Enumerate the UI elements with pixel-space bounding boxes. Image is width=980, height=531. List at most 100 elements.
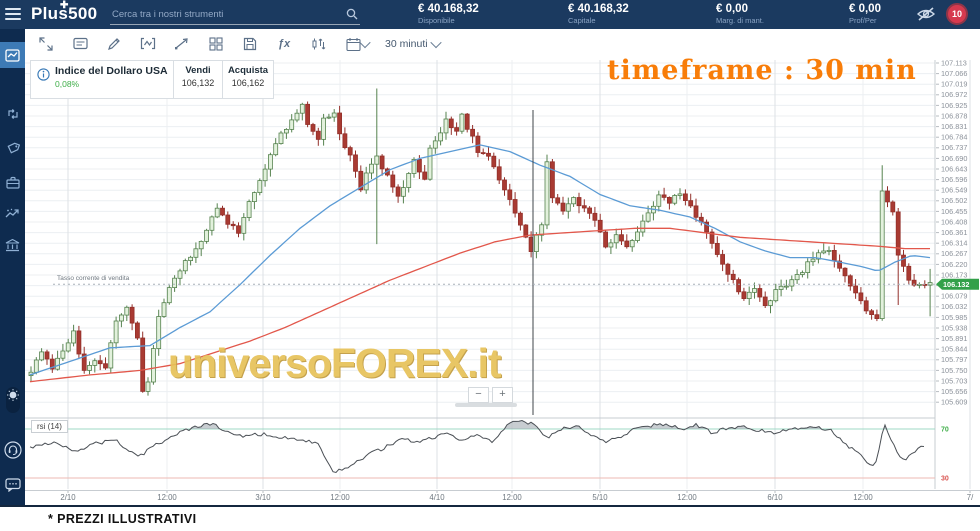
sidebar-item-movers[interactable] bbox=[0, 201, 25, 227]
chart-toolbar: ƒx 30 minuti bbox=[25, 29, 980, 58]
indicator-brackets-icon bbox=[140, 37, 156, 50]
current-price-tag: 106.132 bbox=[936, 278, 979, 290]
search-input[interactable] bbox=[110, 5, 340, 20]
svg-text:106.455: 106.455 bbox=[941, 207, 967, 216]
sidebar-item-charts[interactable] bbox=[0, 42, 25, 68]
svg-text:30: 30 bbox=[941, 476, 949, 483]
svg-text:106.690: 106.690 bbox=[941, 154, 967, 163]
timeframe-value: 30 minuti bbox=[385, 37, 428, 50]
annotation-icon bbox=[72, 37, 88, 50]
buy-label: Acquista bbox=[227, 65, 269, 76]
svg-text:12:00: 12:00 bbox=[677, 493, 697, 502]
svg-text:106.132: 106.132 bbox=[943, 280, 969, 289]
sidebar bbox=[0, 29, 25, 507]
collapse-icon bbox=[39, 36, 53, 51]
app-bottom-border bbox=[0, 505, 980, 507]
info-icon[interactable] bbox=[37, 68, 50, 81]
svg-text:70: 70 bbox=[941, 427, 949, 434]
sell-rate-label: Tasso corrente di vendita bbox=[57, 275, 130, 282]
draw-button[interactable] bbox=[101, 33, 127, 55]
sidebar-item-instruments[interactable] bbox=[0, 135, 25, 161]
top-bar: Plus500 ✚ € 40.168,32 Disponibile € 40.1… bbox=[0, 0, 980, 29]
menu-icon[interactable] bbox=[5, 8, 21, 20]
svg-text:106.079: 106.079 bbox=[941, 292, 967, 301]
sidebar-item-trade[interactable] bbox=[0, 101, 25, 127]
chart-type-button[interactable] bbox=[305, 33, 331, 55]
sidebar-item-portfolio[interactable] bbox=[0, 169, 25, 195]
svg-text:12:00: 12:00 bbox=[853, 493, 873, 502]
hide-balance-eye-icon[interactable] bbox=[916, 6, 936, 22]
svg-text:107.066: 107.066 bbox=[941, 69, 967, 78]
fx-button[interactable]: ƒx bbox=[271, 33, 297, 55]
time-axis-divider bbox=[25, 490, 980, 491]
trendline-icon bbox=[175, 38, 188, 50]
annotation-button[interactable] bbox=[67, 33, 93, 55]
notifications-badge[interactable]: 10 bbox=[946, 3, 968, 25]
ma-line bbox=[29, 144, 931, 376]
svg-text:6/10: 6/10 bbox=[767, 493, 783, 502]
collapse-button[interactable] bbox=[33, 33, 59, 55]
logo-text: Plus500 bbox=[31, 4, 98, 23]
svg-text:12:00: 12:00 bbox=[157, 493, 177, 502]
support-button[interactable] bbox=[0, 437, 25, 463]
movers-icon bbox=[5, 208, 19, 218]
sidebar-item-funds[interactable] bbox=[0, 232, 25, 258]
sun-icon bbox=[5, 387, 20, 413]
stat-margin-value: € 0,00 bbox=[716, 3, 748, 15]
save-button[interactable] bbox=[237, 33, 263, 55]
stat-equity: € 40.168,32 Capitale bbox=[568, 3, 629, 25]
rsi-indicator-label: rsi (14) bbox=[31, 420, 68, 433]
buy-button[interactable]: Acquista 106,162 bbox=[222, 61, 273, 98]
svg-text:105.891: 105.891 bbox=[941, 334, 967, 343]
svg-text:106.878: 106.878 bbox=[941, 111, 967, 120]
footer: * PREZZI ILLUSTRATIVI bbox=[0, 507, 980, 531]
trendline-button[interactable] bbox=[169, 33, 195, 55]
timeframe-annotation: timeframe : 30 min bbox=[607, 55, 917, 86]
svg-text:106.549: 106.549 bbox=[941, 186, 967, 195]
chart-icon bbox=[5, 48, 20, 62]
chart-scrollbar[interactable] bbox=[455, 403, 517, 407]
zoom-controls: − + bbox=[468, 387, 513, 403]
svg-text:7/: 7/ bbox=[967, 493, 974, 502]
svg-text:105.985: 105.985 bbox=[941, 313, 967, 322]
layout-grid-icon bbox=[209, 36, 223, 51]
svg-text:3/10: 3/10 bbox=[255, 493, 271, 502]
svg-text:107.019: 107.019 bbox=[941, 80, 967, 89]
stat-available-value: € 40.168,32 bbox=[418, 3, 479, 15]
svg-text:106.972: 106.972 bbox=[941, 90, 967, 99]
svg-text:106.925: 106.925 bbox=[941, 101, 967, 110]
svg-text:105.656: 105.656 bbox=[941, 387, 967, 396]
zoom-out-button[interactable]: − bbox=[468, 387, 489, 403]
illustrative-prices-note: * PREZZI ILLUSTRATIVI bbox=[48, 512, 197, 526]
stat-profit-label: Prof/Per bbox=[849, 16, 877, 25]
svg-text:106.737: 106.737 bbox=[941, 143, 967, 152]
layout-button[interactable] bbox=[203, 33, 229, 55]
svg-text:106.831: 106.831 bbox=[941, 122, 967, 131]
stat-margin: € 0,00 Marg. di mant. bbox=[716, 3, 764, 25]
svg-text:106.220: 106.220 bbox=[941, 260, 967, 269]
chevron-down-icon bbox=[358, 36, 371, 48]
plus500-logo: Plus500 ✚ bbox=[31, 0, 98, 24]
price-chart[interactable]: Tasso corrente di vendita 107.113 107.066 1… bbox=[0, 58, 980, 508]
bank-icon bbox=[5, 238, 20, 251]
svg-text:4/10: 4/10 bbox=[429, 493, 445, 502]
ma-line bbox=[29, 227, 930, 383]
stat-equity-label: Capitale bbox=[568, 16, 596, 25]
instrument-header: Indice del Dollaro USA 0,08% bbox=[31, 61, 173, 98]
fx-icon: ƒx bbox=[277, 37, 291, 50]
zoom-in-button[interactable]: + bbox=[492, 387, 513, 403]
stat-profit-value: € 0,00 bbox=[849, 3, 881, 15]
indicators-button[interactable] bbox=[135, 33, 161, 55]
theme-toggle[interactable] bbox=[0, 385, 25, 415]
svg-text:106.596: 106.596 bbox=[941, 175, 967, 184]
calendar-button[interactable] bbox=[339, 33, 375, 55]
instrument-name: Indice del Dollaro USA bbox=[55, 65, 168, 77]
stat-available-label: Disponibile bbox=[418, 16, 455, 25]
sell-button[interactable]: Vendi 106,132 bbox=[173, 61, 222, 98]
svg-text:106.361: 106.361 bbox=[941, 228, 967, 237]
timeframe-select[interactable]: 30 minuti bbox=[385, 36, 442, 50]
chat-button[interactable] bbox=[0, 472, 25, 498]
svg-text:106.502: 106.502 bbox=[941, 196, 967, 205]
search-icon[interactable] bbox=[346, 8, 358, 20]
